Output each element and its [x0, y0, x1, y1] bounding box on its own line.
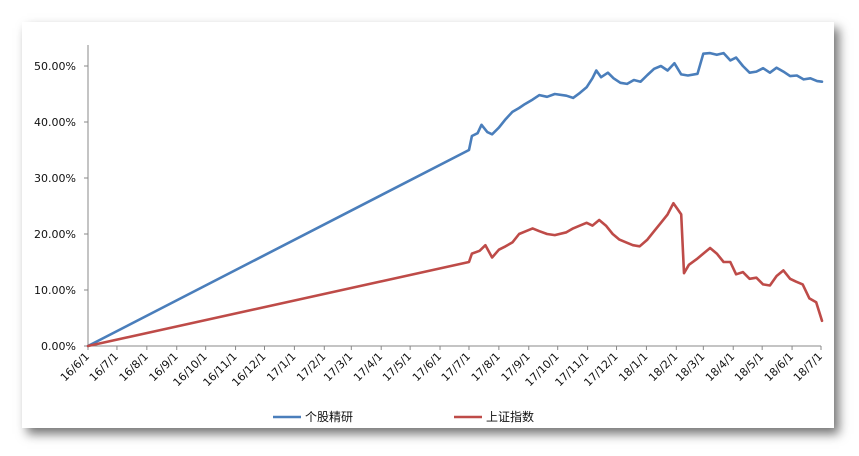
x-tick-label: 16/6/1 — [58, 350, 92, 384]
y-tick-label: 10.00% — [34, 284, 76, 297]
y-tick-label: 30.00% — [34, 172, 76, 185]
x-tick-label: 18/6/1 — [762, 350, 796, 384]
line-chart: 0.00% 10.00% 20.00% 30.00% 40.00% 50.00% 16/6… — [34, 45, 825, 424]
series-line-1 — [86, 51, 824, 348]
series-line-2 — [86, 201, 824, 348]
chart-frame: 0.00% 10.00% 20.00% 30.00% 40.00% 50.00% 16/6… — [22, 22, 834, 428]
x-tick-label: 18/5/1 — [732, 350, 766, 384]
x-tick-label: 17/3/1 — [321, 350, 355, 384]
y-tick-label: 40.00% — [34, 116, 76, 129]
x-tick-label: 18/2/1 — [646, 350, 680, 384]
x-tick-label: 17/6/1 — [410, 350, 444, 384]
x-tick-label: 16/7/1 — [87, 350, 121, 384]
x-tick-label: 17/4/1 — [351, 350, 385, 384]
legend-label-1: 个股精研 — [305, 410, 353, 424]
y-tick-label: 20.00% — [34, 228, 76, 241]
x-tick-label: 18/1/1 — [616, 350, 650, 384]
x-tick-label: 18/4/1 — [703, 350, 737, 384]
x-tick-label: 17/1/1 — [264, 350, 298, 384]
x-tick-label: 18/3/1 — [673, 350, 707, 384]
x-tick-label: 16/8/1 — [117, 350, 151, 384]
x-tick-label: 18/7/1 — [791, 350, 825, 384]
x-tick-label: 17/2/1 — [294, 350, 328, 384]
x-tick-label: 17/5/1 — [380, 350, 414, 384]
y-tick-label: 0.00% — [41, 340, 76, 353]
x-tick-label: 17/8/1 — [469, 350, 503, 384]
legend-label-2: 上证指数 — [486, 409, 534, 424]
y-tick-label: 50.00% — [34, 60, 76, 73]
x-tick-label: 17/7/1 — [439, 350, 473, 384]
